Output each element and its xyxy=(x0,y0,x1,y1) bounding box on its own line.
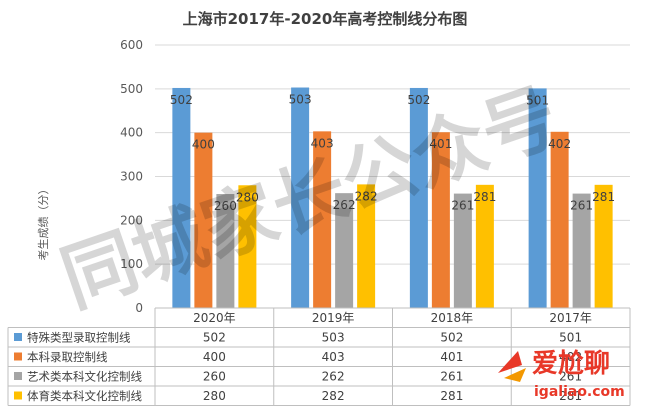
logo-mark-icon xyxy=(504,368,526,382)
bar-value-label: 280 xyxy=(236,190,259,204)
table-cell: 402 xyxy=(559,350,582,364)
table-cell: 261 xyxy=(440,370,463,384)
watermark-logo-url: igaliao.com xyxy=(534,384,625,400)
bar-value-label: 402 xyxy=(548,137,571,151)
legend-label: 体育类本科文化控制线 xyxy=(27,389,142,403)
bar xyxy=(453,193,472,308)
y-axis-ticks: 0 100 200 300 400 500 600 xyxy=(120,38,143,315)
bar-value-label: 262 xyxy=(333,198,356,212)
legend-label: 艺术类本科文化控制线 xyxy=(27,370,142,384)
table-cell: 503 xyxy=(322,331,345,345)
table-cell: 260 xyxy=(203,370,226,384)
bar xyxy=(594,184,613,308)
bar-value-label: 503 xyxy=(289,93,312,107)
bars xyxy=(172,87,613,309)
bar-value-label: 403 xyxy=(311,136,334,150)
table-cell: 502 xyxy=(203,331,226,345)
bar xyxy=(409,87,428,308)
table-cell: 262 xyxy=(322,370,345,384)
watermark-logo: 爱尬聊 igaliao.com xyxy=(498,349,625,400)
bar-value-label: 501 xyxy=(526,93,549,107)
y-tick-label: 100 xyxy=(120,257,143,271)
x-tick-label: 2017年 xyxy=(549,311,592,325)
bar-value-label: 502 xyxy=(170,93,193,107)
y-axis-label: 考生成绩（分） xyxy=(36,184,50,261)
bar-value-label: 281 xyxy=(473,190,496,204)
bar-value-label: 281 xyxy=(592,190,615,204)
table-cell: 282 xyxy=(322,389,345,403)
data-labels: 5024002602805034032622825024012612815014… xyxy=(170,93,615,214)
bar xyxy=(291,87,310,308)
y-tick-label: 600 xyxy=(120,38,143,52)
bar-value-label: 282 xyxy=(355,189,378,203)
watermark-logo-text: 爱尬聊 xyxy=(532,349,610,379)
legend-swatch xyxy=(14,333,22,341)
bar-value-label: 261 xyxy=(570,199,593,213)
bar xyxy=(431,132,450,308)
legend-label: 本科录取控制线 xyxy=(27,350,108,364)
y-tick-label: 0 xyxy=(135,301,143,315)
bar xyxy=(313,131,332,308)
y-tick-label: 500 xyxy=(120,82,143,96)
y-tick-label: 200 xyxy=(120,213,143,227)
y-tick-label: 300 xyxy=(120,170,143,184)
table-cell: 401 xyxy=(440,350,463,364)
table-cell: 280 xyxy=(203,389,226,403)
table-cell: 501 xyxy=(559,331,582,345)
x-tick-label: 2019年 xyxy=(312,311,355,325)
logo-mark-icon xyxy=(498,351,522,373)
bar xyxy=(335,193,354,308)
bar xyxy=(194,132,213,308)
table-cell: 281 xyxy=(559,389,582,403)
x-tick-label: 2020年 xyxy=(193,311,236,325)
legend-label: 特殊类型录取控制线 xyxy=(27,331,131,345)
bar xyxy=(572,193,591,308)
table-cell: 502 xyxy=(440,331,463,345)
table-cell: 261 xyxy=(559,370,582,384)
table-cell: 400 xyxy=(203,350,226,364)
bar xyxy=(528,88,547,309)
bar xyxy=(216,194,235,308)
bar xyxy=(238,185,257,308)
x-tick-label: 2018年 xyxy=(431,311,474,325)
table-cell: 403 xyxy=(322,350,345,364)
bar-value-label: 400 xyxy=(192,138,215,152)
bar xyxy=(550,131,569,308)
chart-title: 上海市2017年-2020年高考控制线分布图 xyxy=(183,10,468,28)
table-cell: 281 xyxy=(440,389,463,403)
bar xyxy=(172,87,191,308)
legend-swatch xyxy=(14,352,22,361)
legend-swatch xyxy=(14,391,22,400)
y-tick-label: 400 xyxy=(120,126,143,140)
bar-value-label: 260 xyxy=(214,199,237,213)
bar-value-label: 261 xyxy=(451,199,474,213)
legend-swatch xyxy=(14,372,22,380)
bar xyxy=(357,184,376,308)
bar-value-label: 401 xyxy=(429,137,452,151)
bar-value-label: 502 xyxy=(407,93,430,107)
bar xyxy=(475,184,494,308)
